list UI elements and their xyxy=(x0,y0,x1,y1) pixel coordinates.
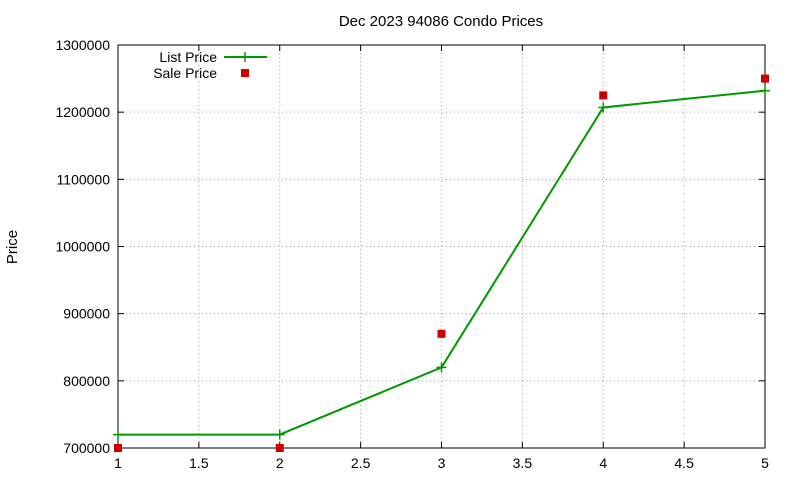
legend-label: Sale Price xyxy=(153,65,217,81)
y-axis-ticks: 700000 800000 900000 1000000 1100000 1200000 1… xyxy=(55,37,765,456)
chart-title: Dec 2023 94086 Condo Prices xyxy=(339,13,543,30)
list-price-point xyxy=(113,429,123,440)
series-sale-price xyxy=(114,74,769,452)
sale-price-point xyxy=(437,329,446,338)
list-price-point xyxy=(436,362,447,373)
x-tick-label: 4 xyxy=(599,455,607,471)
series-layer xyxy=(113,74,770,452)
sale-price-point xyxy=(761,74,769,83)
legend-label: List Price xyxy=(159,49,217,65)
list-price-point xyxy=(760,85,770,96)
grid-lines xyxy=(118,45,765,448)
y-tick-label: 1300000 xyxy=(55,37,110,53)
y-tick-label: 700000 xyxy=(63,440,110,456)
y-axis-label: Price xyxy=(4,230,21,264)
y-tick-label: 900000 xyxy=(63,306,110,322)
sale-price-point xyxy=(599,91,608,100)
x-tick-label: 1 xyxy=(114,455,122,471)
y-tick-label: 1000000 xyxy=(55,239,110,255)
x-tick-label: 3 xyxy=(438,455,446,471)
x-tick-label: 2 xyxy=(276,455,284,471)
x-tick-label: 2.5 xyxy=(351,455,371,471)
list-price-point xyxy=(274,429,285,440)
x-axis-ticks: 1 1.5 2 2.5 3 3.5 4 4.5 5 xyxy=(114,45,769,471)
series-list-price xyxy=(113,85,770,440)
x-tick-label: 3.5 xyxy=(513,455,533,471)
y-tick-label: 1200000 xyxy=(55,104,110,120)
x-tick-label: 5 xyxy=(761,455,769,471)
x-tick-label: 1.5 xyxy=(189,455,209,471)
sale-price-point xyxy=(275,444,284,452)
list-price-point xyxy=(598,102,609,113)
x-tick-label: 4.5 xyxy=(674,455,694,471)
list-price-line xyxy=(118,89,766,436)
legend-marker xyxy=(240,52,250,62)
y-tick-label: 1100000 xyxy=(57,171,111,187)
legend-marker xyxy=(241,69,249,77)
y-tick-label: 800000 xyxy=(63,373,110,389)
sale-price-point xyxy=(114,444,122,452)
